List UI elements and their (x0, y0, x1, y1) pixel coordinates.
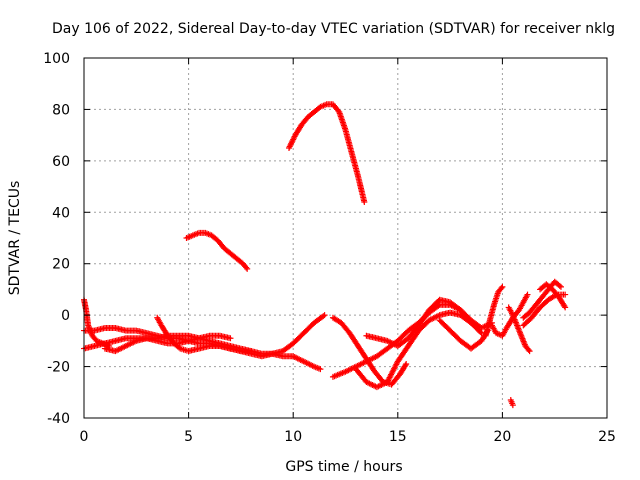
series-arc-14 (482, 283, 506, 339)
grid-lines (84, 58, 607, 418)
y-tick-label: 20 (52, 257, 70, 273)
x-tick-label: 5 (184, 429, 193, 445)
series-arc-4 (101, 332, 255, 355)
x-tick-label: 25 (598, 429, 616, 445)
x-tick-label: 0 (80, 429, 89, 445)
data-point (403, 361, 410, 367)
x-tick-label: 20 (493, 429, 511, 445)
series-arc-18 (520, 278, 564, 321)
y-tick-label: 40 (52, 205, 70, 221)
y-axis-title: SDTVAR / TECUs (7, 181, 23, 296)
data-points (81, 101, 569, 409)
y-tick-label: -40 (47, 411, 70, 427)
y-tick-label: -20 (47, 360, 70, 376)
axis-ticks: 0 5 10 15 20 25 -40 -20 0 20 40 60 80 100 (43, 51, 616, 445)
series-arc-7 (183, 229, 251, 272)
data-point (321, 312, 328, 319)
chart-title: Day 106 of 2022, Sidereal Day-to-day VTE… (52, 21, 615, 37)
data-point (561, 303, 568, 310)
data-point (320, 313, 327, 320)
data-point (524, 291, 531, 298)
y-tick-label: 60 (52, 154, 70, 170)
data-point (499, 283, 506, 290)
y-tick-label: 80 (52, 102, 70, 118)
series-arc-9 (329, 314, 410, 388)
series-arc-6 (227, 312, 328, 360)
x-axis-title: GPS time / hours (285, 459, 402, 475)
series-arc-8 (286, 101, 368, 205)
x-tick-label: 10 (284, 429, 302, 445)
series-arc-20 (537, 281, 569, 311)
data-point (562, 291, 569, 298)
data-point (525, 346, 532, 353)
y-tick-label: 100 (43, 51, 70, 67)
data-point (498, 285, 505, 292)
series-arc-16 (505, 304, 533, 355)
series-arc-17 (507, 397, 516, 409)
x-tick-label: 15 (389, 429, 407, 445)
y-tick-label: 0 (61, 308, 70, 324)
series-arc-5 (154, 314, 234, 355)
data-point (243, 264, 250, 271)
data-point (244, 265, 251, 272)
data-point (509, 402, 516, 409)
data-point (562, 304, 569, 311)
data-point (557, 283, 564, 290)
data-point (361, 199, 368, 205)
data-point (402, 362, 409, 369)
data-point (317, 366, 324, 373)
plot-frame (83, 57, 608, 419)
data-point (556, 282, 563, 289)
series-arc-13 (436, 317, 491, 352)
data-point (227, 335, 234, 342)
data-point (526, 348, 533, 355)
